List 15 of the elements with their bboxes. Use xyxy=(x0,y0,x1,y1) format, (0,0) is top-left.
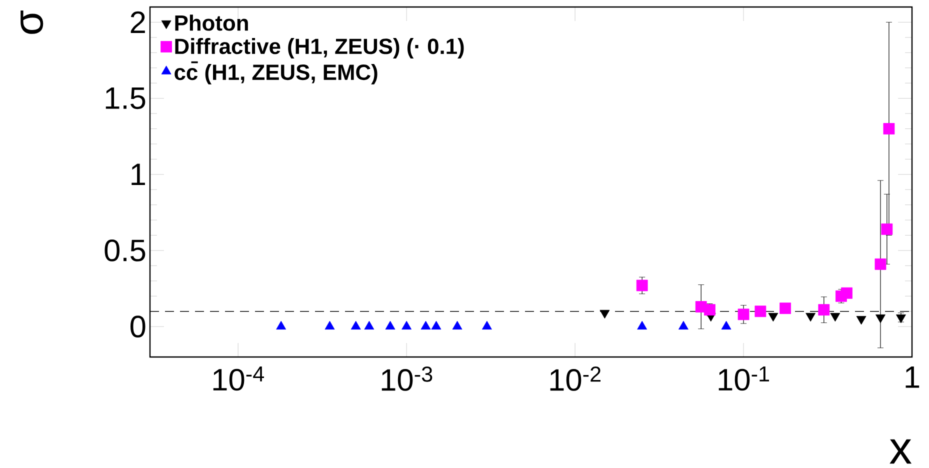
x-tick-label: 10$^{-4}$ xyxy=(213,366,264,391)
x-axis-title: x xyxy=(890,439,912,464)
legend-label: Diffractive (H1, ZEUS) (· 0.1) xyxy=(175,38,464,58)
x-tick-label: 10$^{-3}$ xyxy=(382,366,432,391)
y-tick-label: 1 xyxy=(132,164,145,186)
y-axis-title: σ xyxy=(20,10,44,34)
y-tick-label: 2 xyxy=(130,11,145,33)
y-tick-label: 0 xyxy=(130,316,146,338)
y-tick-label: 0.5 xyxy=(104,240,146,262)
legend-label: cc̄ (H1, ZEUS, EMC) xyxy=(174,61,378,84)
y-tick-label: 1.5 xyxy=(106,88,146,110)
x-tick-label: 10$^{-2}$ xyxy=(550,366,600,391)
x-tick-label: 10$^{-1}$ xyxy=(718,366,770,391)
legend-label: Photon xyxy=(175,14,248,31)
x-tick-label: 1 xyxy=(906,366,920,388)
